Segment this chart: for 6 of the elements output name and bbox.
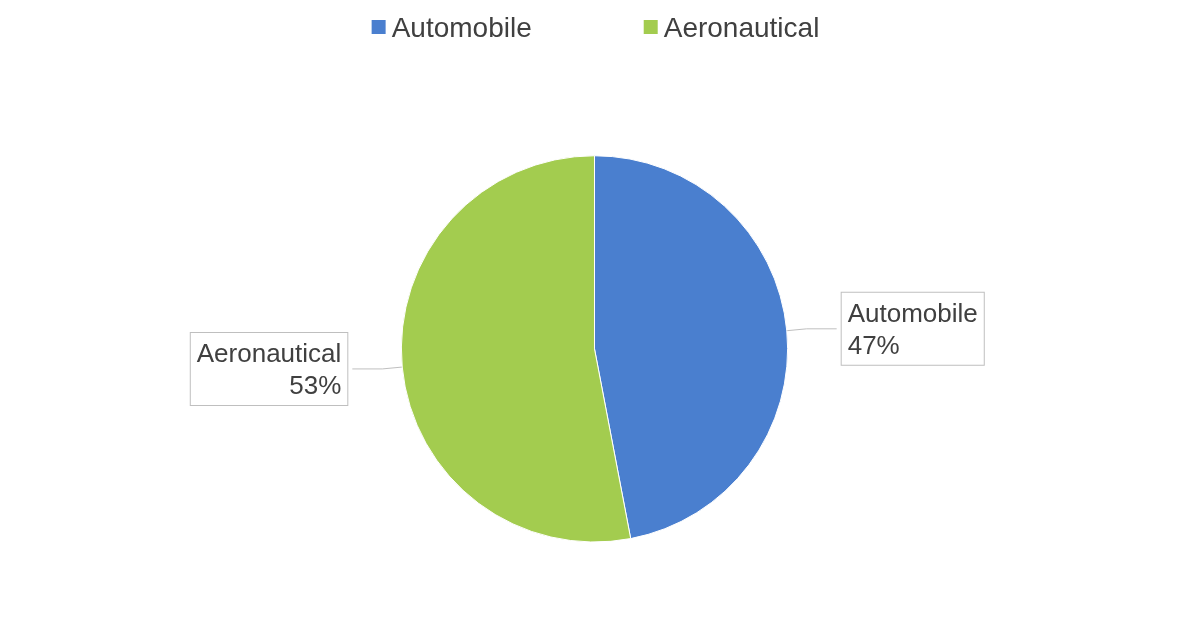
legend-label: Aeronautical <box>663 11 820 43</box>
data-label: 53% <box>289 369 342 400</box>
data-label: 47% <box>847 329 900 360</box>
slice-label: Aeronautical <box>196 337 342 368</box>
legend-label: Automobile <box>391 11 532 43</box>
slice-label: Automobile <box>847 297 978 328</box>
